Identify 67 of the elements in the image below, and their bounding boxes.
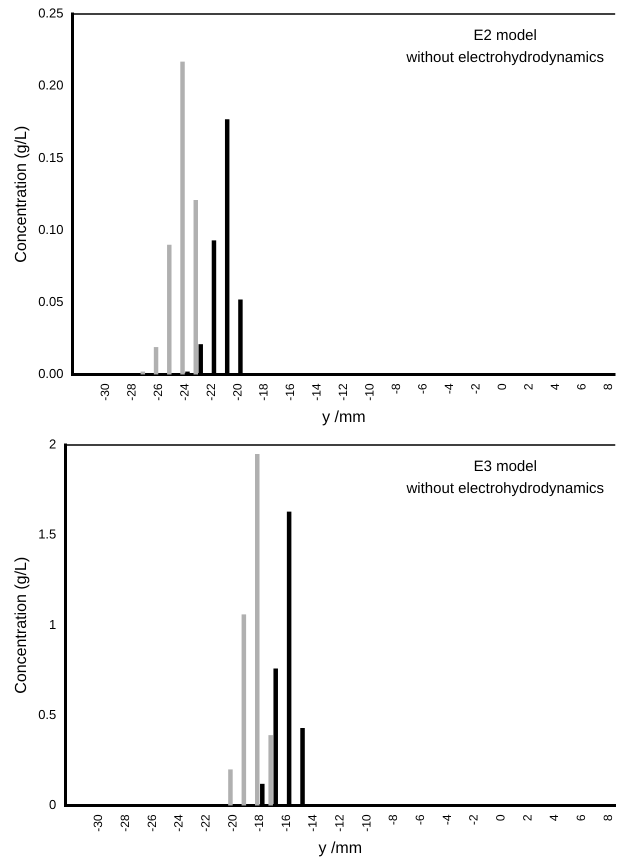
x-tick-label: 4 — [548, 383, 562, 390]
y-tick-label: 0.00 — [38, 366, 64, 382]
y-tick-label: 0.25 — [38, 6, 64, 21]
x-tick-label: -30 — [91, 814, 106, 832]
x-tick-label: 0 — [494, 814, 508, 822]
x-tick-label: -8 — [389, 383, 404, 394]
y-tick-label: 0.10 — [38, 222, 64, 237]
bar — [180, 62, 185, 374]
y-tick-label: 1.5 — [38, 526, 56, 542]
x-tick-label: -4 — [440, 814, 454, 826]
x-tick-label: 2 — [521, 383, 536, 390]
bar — [194, 200, 198, 374]
x-tick-label: -22 — [198, 814, 212, 832]
x-tick-label: -22 — [204, 383, 218, 401]
x-tick-label: -2 — [466, 814, 481, 826]
bar — [140, 372, 146, 374]
x-tick-label: -20 — [230, 383, 244, 401]
x-tick-label: 8 — [600, 814, 615, 822]
x-tick-label: -2 — [468, 383, 483, 394]
x-tick-label: -4 — [442, 383, 456, 394]
x-tick-label: -16 — [283, 383, 298, 401]
y-axis-title: Concentration (g/L) — [13, 126, 30, 263]
x-tick-label: -24 — [177, 383, 192, 401]
x-tick-label: -14 — [310, 383, 324, 401]
y-tick-label: 0.20 — [38, 78, 64, 93]
x-tick-label: -14 — [306, 814, 320, 832]
x-tick-label: 8 — [600, 383, 615, 390]
y-tick-label: 0.5 — [38, 706, 56, 722]
x-tick-label: -30 — [98, 383, 112, 401]
x-tick-label: -20 — [225, 814, 240, 832]
bar — [255, 454, 260, 806]
x-tick-label: -24 — [172, 814, 186, 832]
bar — [228, 769, 233, 806]
annotation: without electrohydrodynamics — [405, 480, 604, 498]
x-tick-label: -12 — [336, 383, 350, 401]
x-tick-label: -12 — [332, 814, 347, 832]
x-tick-label: -10 — [359, 814, 374, 832]
y-tick-label: 1 — [49, 616, 56, 632]
annotation: without electrohydrodynamics — [405, 49, 604, 66]
x-tick-label: -26 — [150, 383, 165, 401]
x-tick-label: 6 — [574, 383, 588, 390]
x-tick-label: -28 — [118, 814, 132, 832]
x-tick-label: -6 — [413, 814, 428, 826]
x-tick-label: -8 — [386, 814, 400, 826]
bar — [154, 347, 158, 374]
bar — [242, 614, 246, 806]
y-axis-title: Concentration (g/L) — [13, 556, 30, 694]
x-tick-label: -10 — [362, 383, 377, 401]
x-tick-label: -28 — [124, 383, 138, 401]
x-tick-label: 4 — [547, 814, 562, 822]
x-tick-label: 0 — [494, 383, 509, 390]
x-tick-label: 2 — [520, 814, 534, 822]
x-tick-label: -18 — [256, 383, 271, 401]
x-tick-label: -18 — [252, 814, 266, 832]
y-tick-label: 0.15 — [38, 150, 64, 165]
y-tick-label: 0.05 — [38, 294, 64, 309]
x-axis-title: y /mm — [322, 408, 366, 426]
y-tick-label: 2 — [49, 436, 56, 452]
x-tick-label: 6 — [574, 814, 588, 822]
bar — [268, 735, 273, 806]
x-axis-title: y /mm — [318, 840, 362, 857]
x-tick-label: -26 — [144, 814, 159, 832]
annotation: E3 model — [474, 458, 537, 476]
x-tick-label: -16 — [278, 814, 293, 832]
bar — [167, 244, 172, 374]
x-tick-label: -6 — [416, 383, 430, 394]
annotation: E2 model — [473, 27, 537, 44]
